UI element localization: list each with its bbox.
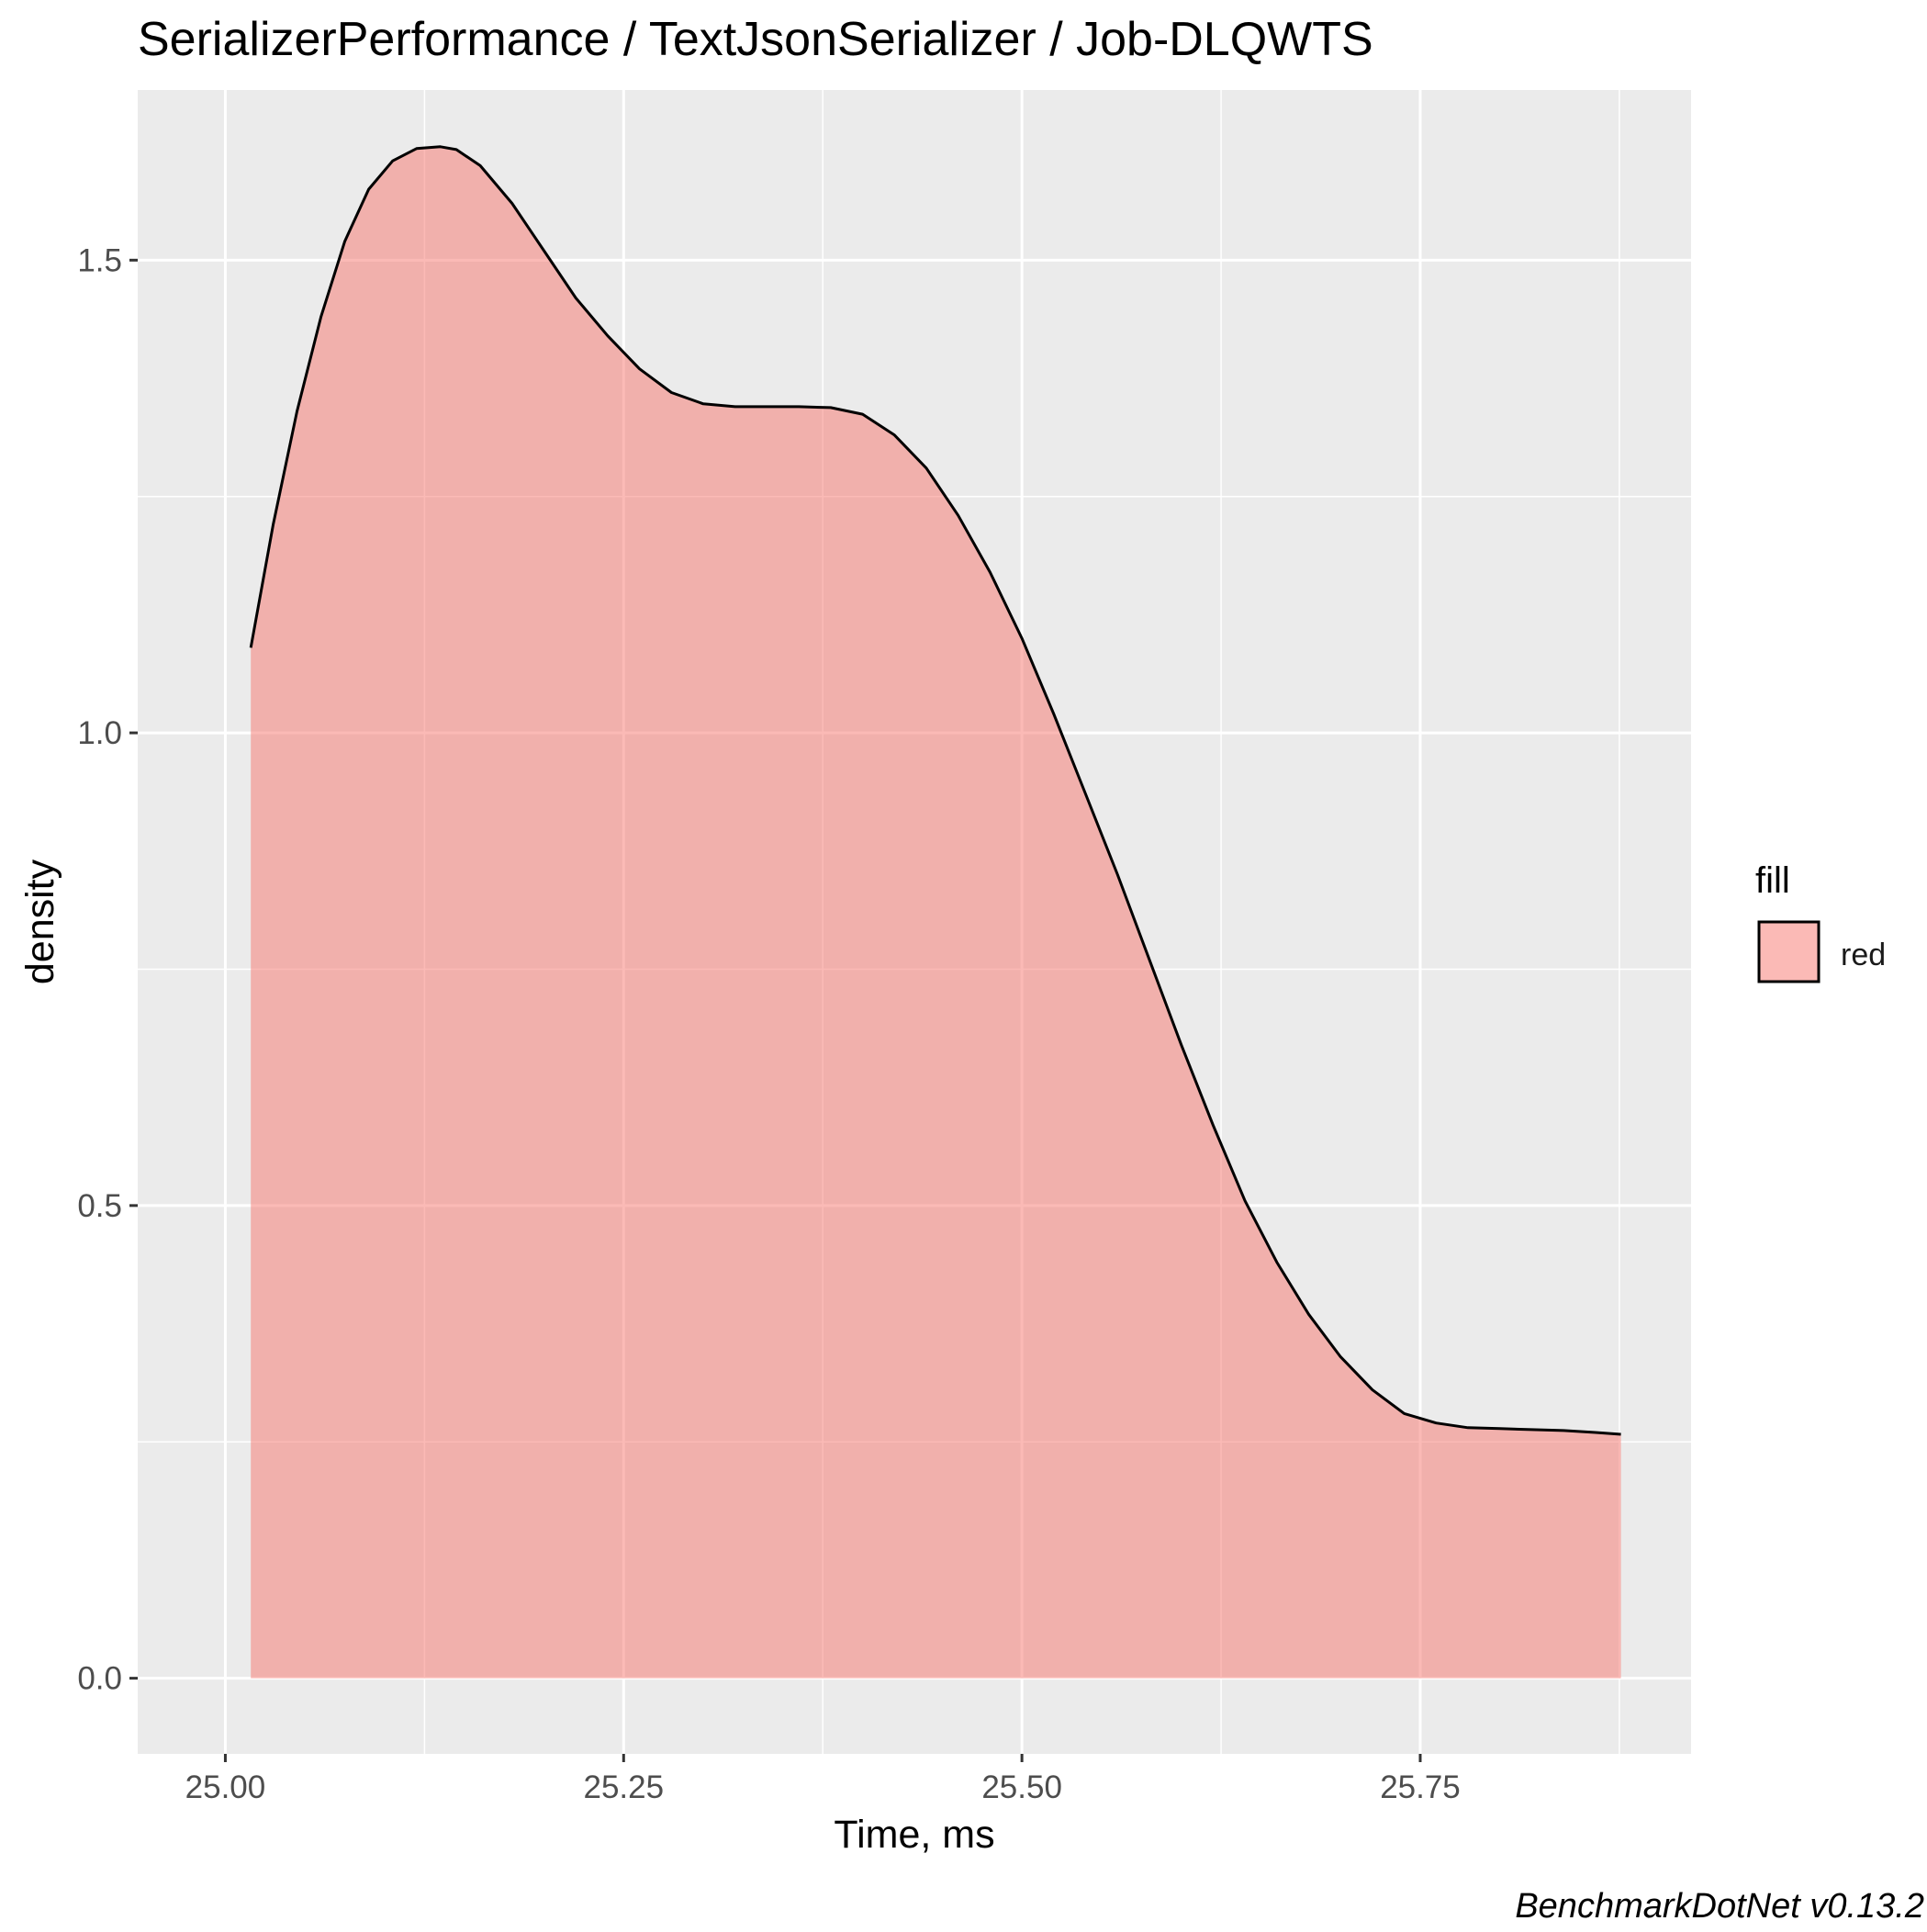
y-tick-label: 1.0	[77, 715, 122, 751]
x-tick-label: 25.75	[1380, 1769, 1461, 1805]
x-tick-label: 25.00	[185, 1769, 266, 1805]
legend-key-swatch	[1757, 920, 1821, 983]
density-area-red	[251, 146, 1621, 1679]
x-axis-title: Time, ms	[834, 1813, 994, 1857]
caption: BenchmarkDotNet v0.13.2	[1515, 1887, 1924, 1926]
density-line-red	[249, 145, 1621, 1436]
x-tick-label: 25.25	[583, 1769, 664, 1805]
y-tick-label: 0.0	[77, 1661, 122, 1697]
y-axis-title: density	[18, 859, 62, 984]
series-layer	[249, 145, 1621, 1679]
legend-title: fill	[1755, 860, 1790, 901]
legend-label: red	[1841, 938, 1886, 972]
legend: fill red	[1755, 860, 1886, 983]
x-tick-label: 25.50	[981, 1769, 1062, 1805]
y-tick-label: 0.5	[77, 1188, 122, 1224]
chart-title: SerializerPerformance / TextJsonSerializ…	[138, 13, 1373, 66]
axes: 25.00 25.25 25.50 25.75 0.0 0.5 1.0 1.5	[77, 242, 1460, 1805]
y-tick-label: 1.5	[77, 242, 122, 278]
